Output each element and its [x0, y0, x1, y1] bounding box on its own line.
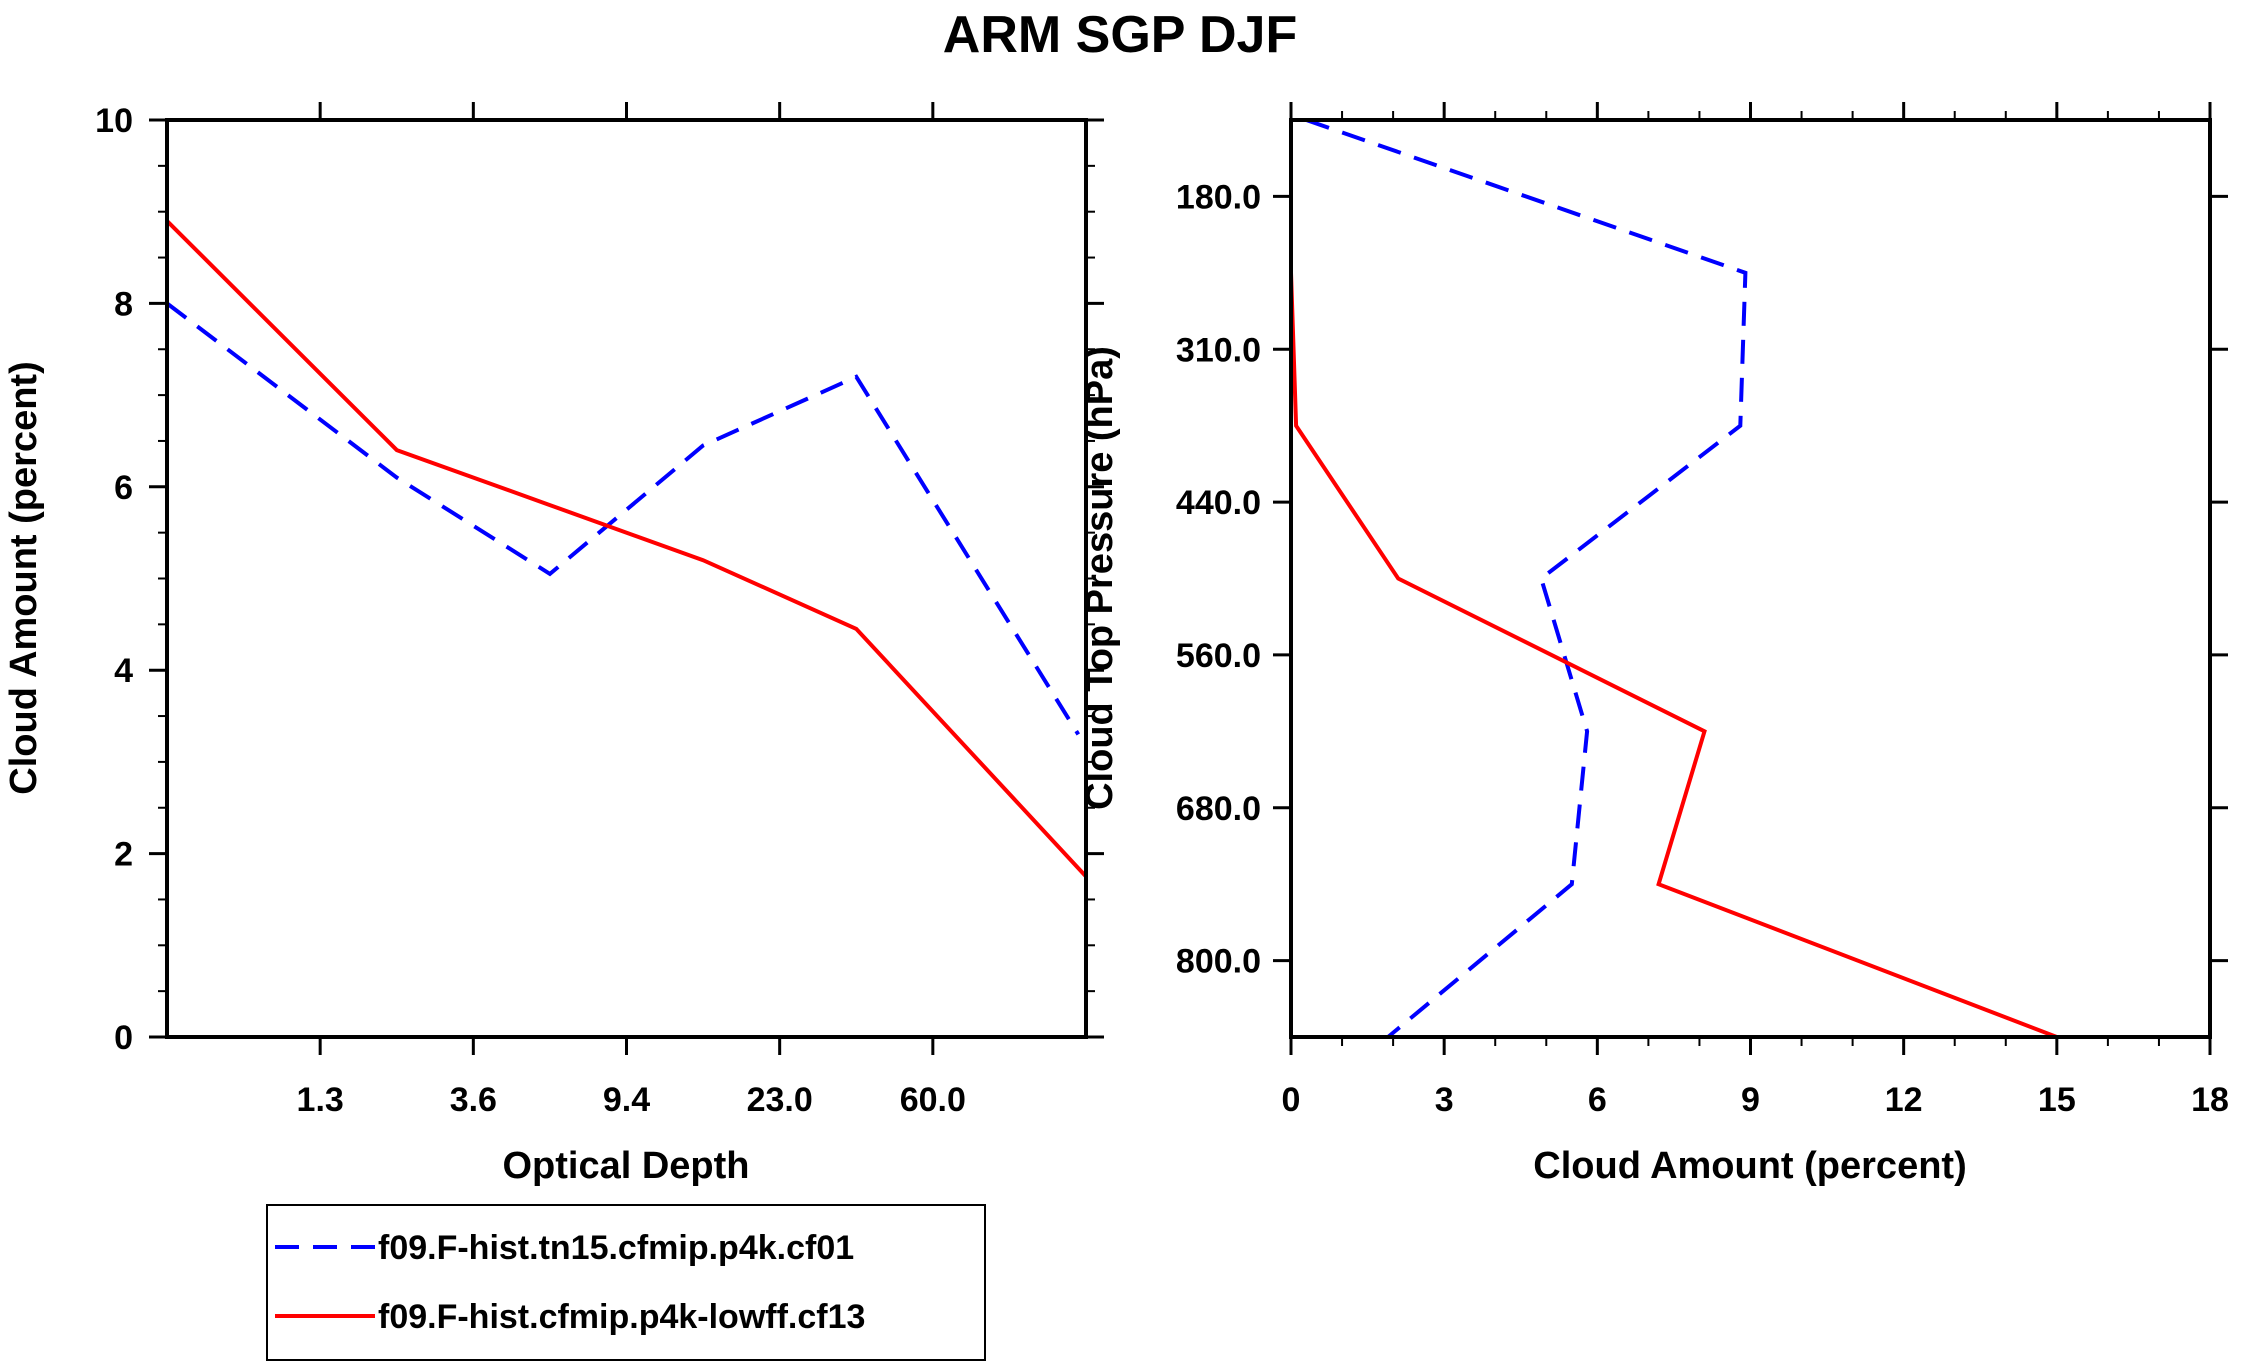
right-y-tick-label: 440.0 [1176, 484, 1261, 522]
left-ticklabels-group: 0 2 4 6 8 10 1.3 3.6 9.4 23.0 60.0 [95, 102, 966, 1119]
right-y-tick-label: 310.0 [1176, 331, 1261, 369]
right-x-tick-label: 6 [1588, 1081, 1607, 1119]
left-y-tick-label: 10 [95, 102, 133, 140]
left-y-tick-label: 4 [114, 652, 133, 690]
right-x-tick-label: 12 [1885, 1081, 1923, 1119]
right-ticks-group [1273, 102, 2228, 1055]
right-y-tick-label: 560.0 [1176, 637, 1261, 675]
right-y-tick-label: 180.0 [1176, 178, 1261, 216]
right-x-tick-label: 9 [1741, 1081, 1760, 1119]
left-x-tick-label: 1.3 [297, 1081, 344, 1119]
left-x-tick-label: 9.4 [603, 1081, 650, 1119]
chart-title: ARM SGP DJF [943, 6, 1297, 64]
right-chart: 0 3 6 9 12 15 18 180.0 310.0 440.0 560.0 680.0 800.0… [1079, 102, 2229, 1187]
left-y-tick-label: 6 [114, 469, 133, 507]
left-plot-frame [165, 118, 1088, 1039]
left-chart: 0 2 4 6 8 10 1.3 3.6 9.4 23.0 60.0 Optical Depth C… [3, 102, 1104, 1187]
right-x-tick-label: 15 [2038, 1081, 2076, 1119]
legend-label-1: f09.F-hist.cfmip.p4k-lowff.cf13 [378, 1298, 865, 1336]
left-series-line-1 [165, 219, 1088, 878]
left-y-tick-label: 8 [114, 285, 133, 323]
legend: f09.F-hist.tn15.cfmip.p4k.cf01 f09.F-his… [266, 1204, 986, 1361]
right-y-tick-label: 800.0 [1176, 943, 1261, 981]
left-y-tick-label: 0 [114, 1019, 133, 1057]
right-y-axis-label: Cloud Top Pressure (hPa) [1079, 346, 1121, 810]
right-y-tick-label: 680.0 [1176, 790, 1261, 828]
right-series-line-1 [1289, 120, 2058, 1039]
left-ticks-group [149, 102, 1104, 1055]
left-x-tick-label: 60.0 [900, 1081, 966, 1119]
right-x-tick-label: 3 [1435, 1081, 1454, 1119]
right-series-line-0 [1305, 118, 1748, 1039]
right-x-axis-label: Cloud Amount (percent) [1533, 1145, 1966, 1187]
left-y-axis-label: Cloud Amount (percent) [3, 361, 45, 794]
right-x-tick-label: 18 [2191, 1081, 2229, 1119]
right-ticklabels-group: 0 3 6 9 12 15 18 180.0 310.0 440.0 560.0 680.0 800.0 [1176, 178, 2229, 1119]
legend-label-0: f09.F-hist.tn15.cfmip.p4k.cf01 [378, 1229, 854, 1267]
right-series-group [1289, 118, 2058, 1039]
left-series-line-0 [165, 301, 1080, 736]
left-series-group [165, 219, 1088, 878]
legend-box [266, 1204, 986, 1361]
left-x-axis-label: Optical Depth [502, 1145, 749, 1187]
left-x-tick-label: 23.0 [747, 1081, 813, 1119]
right-x-tick-label: 0 [1282, 1081, 1301, 1119]
right-plot-frame [1289, 118, 2212, 1039]
left-x-tick-label: 3.6 [450, 1081, 497, 1119]
left-y-tick-label: 2 [114, 836, 133, 874]
